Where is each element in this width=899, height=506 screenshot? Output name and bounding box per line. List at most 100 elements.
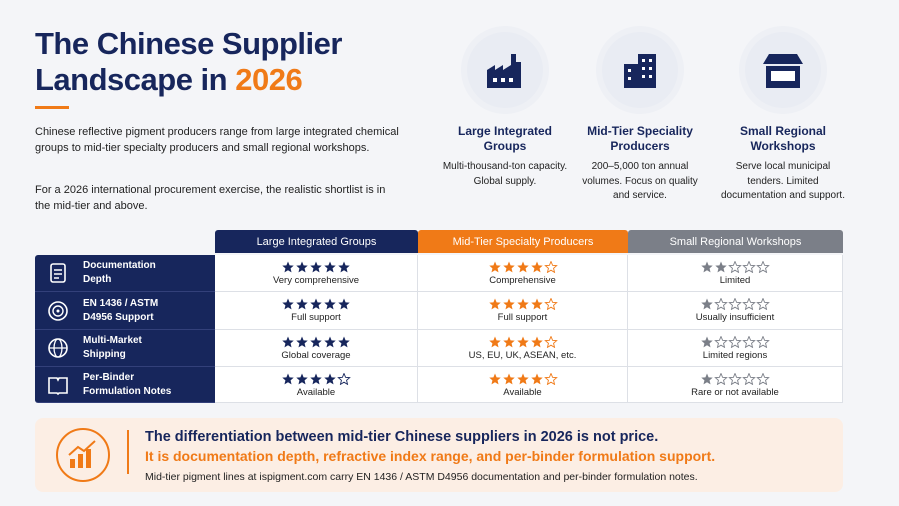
column-header: Large Integrated Groups: [215, 230, 418, 253]
star-empty: [742, 298, 756, 310]
row-label-text: EN 1436 / ASTM D4956 Support: [83, 297, 159, 323]
table-cell: Very comprehensive: [215, 255, 418, 292]
cell-text: Full support: [497, 312, 548, 323]
callout-rule: [127, 430, 129, 474]
star-filled: [488, 336, 501, 348]
star-empty: [728, 298, 742, 310]
tier-desc: Multi-thousand-ton capacity. Global supp…: [442, 161, 568, 187]
cell-text: Comprehensive: [489, 275, 556, 286]
tier-desc: 200–5,000 ton annual volumes. Focus on q…: [582, 161, 698, 201]
tier-label: Large Integrated Groups: [457, 124, 553, 153]
cell-text: Limited: [719, 275, 751, 286]
star-rating: [282, 261, 350, 273]
star-rating: [701, 373, 770, 385]
star-rating: [282, 336, 350, 348]
star-filled: [310, 336, 322, 348]
callout-line: It is documentation depth, refractive in…: [145, 448, 716, 464]
star-filled: [338, 298, 350, 310]
star-rating: [701, 298, 770, 310]
star-filled: [516, 261, 529, 273]
star-filled: [324, 261, 336, 273]
title-text: Landscape in: [35, 62, 236, 97]
table-cell: Full support: [418, 292, 628, 330]
table-cell: Global coverage: [215, 330, 418, 367]
star-filled: [338, 336, 350, 348]
star-filled: [324, 373, 336, 385]
table-cell: Limited: [628, 255, 843, 292]
star-filled: [296, 336, 308, 348]
star-empty: [543, 261, 558, 273]
star-filled: [338, 261, 350, 273]
row-label-text: Documentation Depth: [83, 260, 156, 285]
table-cell: Comprehensive: [418, 255, 628, 292]
tier-desc: Serve local municipal tenders. Limited d…: [721, 161, 845, 201]
star-rating: [488, 298, 558, 310]
tier-icon: [467, 32, 543, 108]
tier-label: Small Regional Workshops: [739, 124, 827, 153]
star-filled: [296, 261, 308, 273]
star-filled: [324, 298, 336, 310]
star-filled: [282, 336, 294, 348]
star-filled: [516, 336, 529, 348]
tier: Large Integrated Groups Multi-thousand-t…: [440, 32, 570, 189]
star-filled: [282, 373, 294, 385]
callout-line: The differentiation between mid-tier Chi…: [145, 429, 659, 445]
intro-text: For a 2026 international procurement exe…: [35, 184, 386, 212]
star-filled: [296, 373, 308, 385]
star-filled: [488, 373, 501, 385]
star-empty: [742, 261, 756, 273]
table-cell: Limited regions: [628, 330, 843, 367]
star-empty: [728, 261, 742, 273]
title-rule: [35, 106, 69, 109]
star-filled: [502, 261, 515, 273]
star-filled: [701, 336, 713, 348]
title-line: The Chinese Supplier: [35, 26, 342, 61]
star-empty: [756, 336, 770, 348]
star-filled: [516, 373, 529, 385]
row-icon: [50, 263, 66, 283]
callout-note: Mid-tier pigment lines at ispigment.com …: [145, 471, 698, 483]
star-empty: [728, 336, 742, 348]
star-filled: [701, 298, 713, 310]
table-cell: Available: [215, 367, 418, 403]
title: The Chinese Supplier Landscape in 2026: [35, 26, 342, 98]
tier: Mid-Tier Speciality Producers 200–5,000 …: [575, 32, 705, 204]
star-rating: [488, 261, 558, 273]
column-header: Small Regional Workshops: [628, 230, 843, 253]
cell-text: US, EU, UK, ASEAN, etc.: [468, 350, 577, 361]
star-filled: [488, 261, 501, 273]
row-label: Documentation Depth: [35, 255, 215, 292]
callout-icon: [56, 428, 110, 482]
star-filled: [715, 261, 727, 273]
star-empty: [756, 261, 770, 273]
table-cell: Rare or not available: [628, 367, 843, 403]
star-filled: [324, 336, 336, 348]
star-filled: [530, 298, 543, 310]
title-year: 2026: [235, 62, 303, 97]
row-icon: [48, 376, 68, 395]
star-empty: [714, 336, 728, 348]
cell-text: Available: [503, 387, 542, 398]
star-filled: [530, 373, 543, 385]
star-empty: [756, 298, 770, 310]
star-filled: [502, 298, 515, 310]
star-empty: [543, 336, 558, 348]
star-filled: [701, 373, 713, 385]
tier: Small Regional Workshops Serve local mun…: [718, 32, 848, 204]
callout: The differentiation between mid-tier Chi…: [35, 418, 843, 492]
star-filled: [502, 373, 515, 385]
star-rating: [701, 261, 770, 273]
row-label: Per-Binder Formulation Notes: [35, 367, 215, 403]
star-filled: [701, 261, 713, 273]
star-rating: [488, 373, 558, 385]
star-filled: [488, 298, 501, 310]
cell-text: Usually insufficient: [695, 312, 775, 323]
star-rating: [282, 298, 350, 310]
row-icon: [48, 300, 68, 321]
star-filled: [310, 373, 322, 385]
row-icon: [48, 338, 68, 358]
table-cell: Available: [418, 367, 628, 403]
row-label: Multi-Market Shipping: [35, 330, 215, 367]
star-empty: [337, 373, 351, 385]
